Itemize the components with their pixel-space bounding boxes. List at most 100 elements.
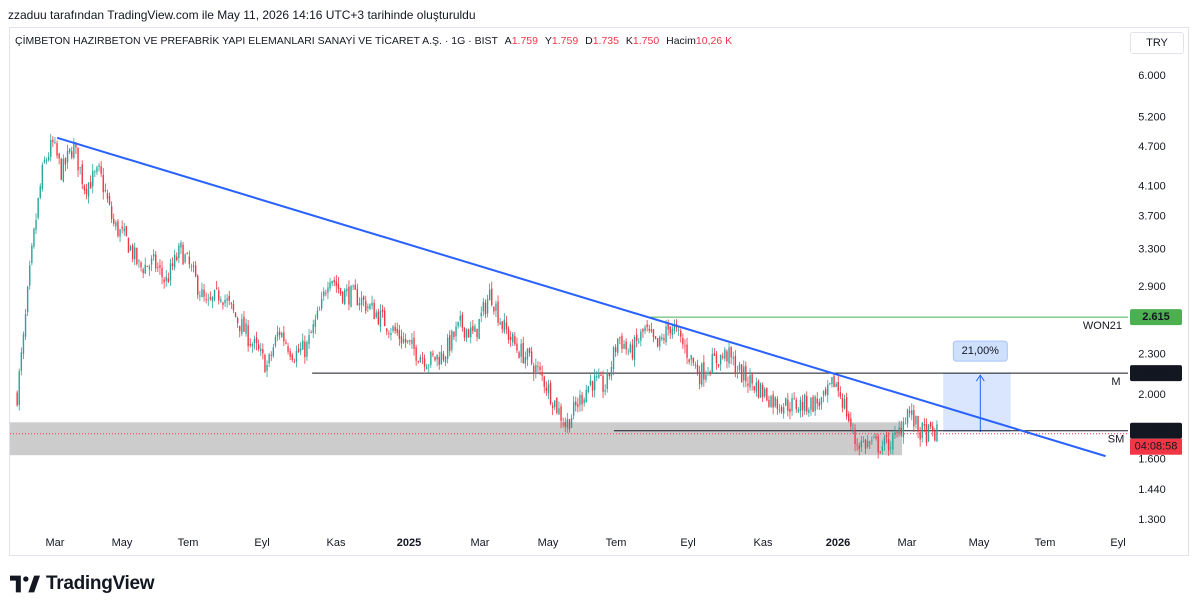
candle-body [871, 439, 873, 441]
candle-body [927, 424, 930, 442]
candle-body [232, 303, 235, 311]
candle-body [253, 339, 256, 344]
candle-body [306, 342, 308, 357]
candle-body [814, 396, 816, 411]
candle-body [877, 436, 879, 453]
candle-body [698, 371, 701, 385]
candle-body [829, 383, 831, 385]
candle-body [442, 353, 445, 360]
x-tick-label: May [538, 537, 559, 549]
candle-body [669, 326, 671, 334]
candle-body [117, 221, 119, 237]
candle-body [159, 265, 161, 268]
candle-body [751, 374, 753, 384]
candle-body [411, 339, 413, 344]
candle-body [386, 328, 388, 332]
open-label: A [504, 35, 512, 47]
candle-body [528, 348, 531, 353]
candle-body [278, 331, 281, 335]
candle-body [835, 383, 837, 387]
tradingview-brand[interactable]: TradingView [10, 573, 155, 595]
candle-body [484, 302, 487, 315]
candle-body [104, 190, 107, 192]
candle-body [850, 418, 852, 427]
x-tick-label: Kas [754, 537, 773, 549]
candle-body [638, 341, 640, 343]
candle-body [904, 423, 907, 425]
candle-body [852, 427, 854, 429]
candle-body [184, 254, 186, 263]
candle-body [419, 357, 422, 363]
candle-body [251, 344, 254, 347]
x-tick-label: May [112, 537, 133, 549]
candle-body [115, 222, 117, 227]
candle-body [449, 335, 451, 351]
sm-label: SM [1108, 434, 1125, 446]
candle-body [281, 333, 283, 337]
candle-body [757, 380, 760, 398]
candle-body [58, 153, 60, 159]
y-tick-label: 1.600 [1138, 454, 1166, 466]
candle-body [869, 441, 871, 443]
candle-body [54, 142, 56, 144]
candle-body [64, 158, 67, 165]
candle-body [908, 411, 911, 413]
candle-body [476, 328, 478, 338]
candle-body [764, 388, 766, 397]
candle-body [365, 300, 367, 312]
volume-value: 10,26 K [695, 35, 733, 47]
candle-body [308, 334, 310, 344]
candle-body [356, 289, 359, 306]
candle-body [516, 343, 518, 351]
candle-body [37, 198, 39, 218]
sm-price-tag-bg [1130, 422, 1182, 439]
candle-body [860, 440, 863, 448]
candle-body [274, 336, 277, 346]
candle-body [310, 332, 312, 334]
candle-body [491, 288, 493, 306]
candle-body [520, 343, 522, 357]
candle-body [785, 398, 787, 406]
candle-body [514, 336, 516, 345]
candle-body [461, 314, 464, 328]
candle-body [509, 337, 512, 340]
close-value: 1.750 [632, 35, 660, 47]
candle-body [719, 354, 722, 365]
candle-body [394, 326, 396, 331]
m-label: M [1111, 376, 1120, 388]
candle-body [264, 354, 266, 373]
candle-body [470, 327, 472, 338]
candle-body [457, 321, 459, 327]
currency-button[interactable]: TRY [1130, 32, 1184, 54]
candle-body [623, 344, 625, 349]
y-tick-label: 4.700 [1138, 141, 1166, 153]
candle-body [26, 286, 29, 313]
candle-body [421, 357, 424, 359]
candle-body [822, 391, 825, 396]
candle-body [831, 376, 833, 385]
candle-body [925, 423, 928, 443]
candle-body [780, 407, 783, 412]
candle-body [367, 306, 369, 309]
x-tick-label: 2025 [397, 537, 421, 549]
low-value: 1.735 [592, 35, 619, 47]
candle-body [329, 282, 331, 289]
candle-body [22, 334, 25, 354]
candle-body [566, 419, 569, 428]
x-tick-label: Kas [327, 537, 346, 549]
candle-body [16, 392, 18, 406]
candle-body [398, 330, 401, 339]
candle-body [89, 181, 92, 189]
candle-body [518, 352, 520, 359]
candle-body [787, 399, 789, 411]
candle-body [661, 337, 663, 340]
candle-body [272, 347, 275, 357]
candle-body [621, 335, 623, 349]
x-tick-label: Mar [898, 537, 917, 549]
candle-body [203, 289, 205, 297]
candle-body [79, 167, 81, 168]
candle-body [755, 382, 758, 392]
candle-body [144, 264, 146, 274]
y-tick-label: 4.100 [1138, 180, 1166, 192]
